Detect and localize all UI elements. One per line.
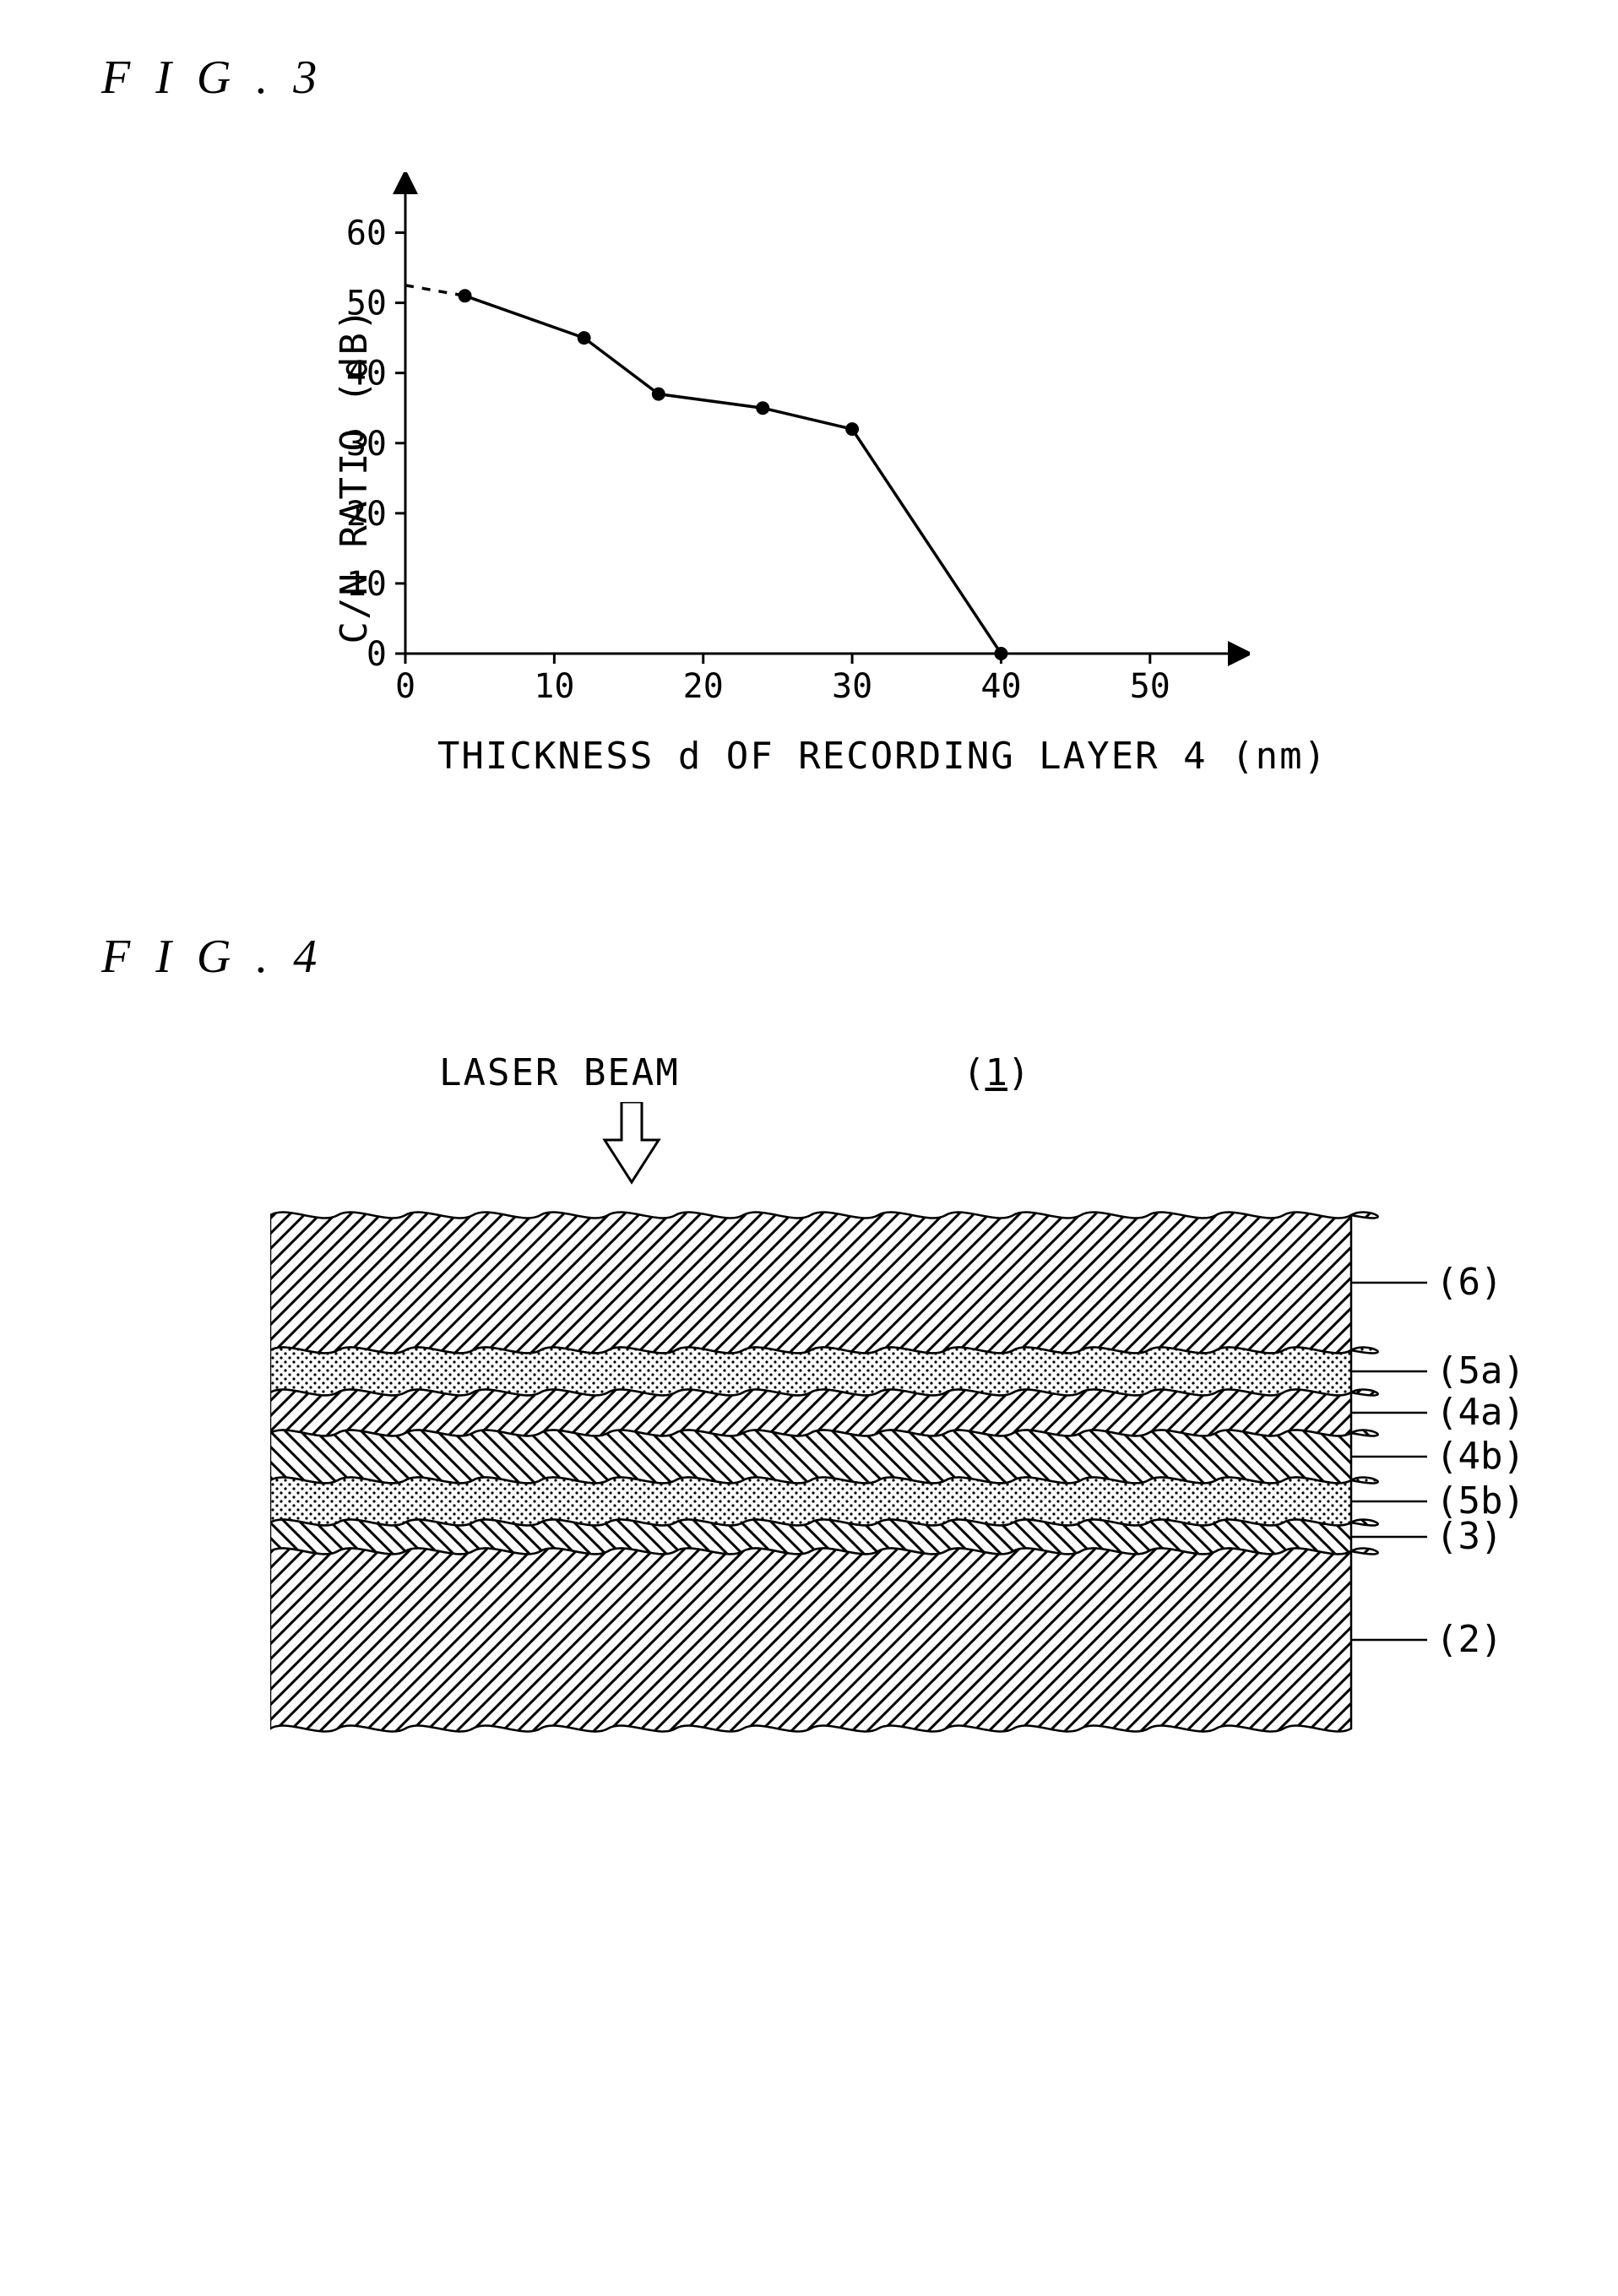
figure-4-diagram: LASER BEAM (1) (6)(5a)(4a)(4b)(5b)(3)(2) — [270, 1051, 1537, 1745]
layer-label-4a: (4a) — [1436, 1391, 1525, 1434]
data-point-marker — [459, 289, 472, 302]
layer-label-3: (3) — [1436, 1515, 1502, 1558]
layer-label-6: (6) — [1436, 1261, 1502, 1304]
layer-4b — [270, 1430, 1378, 1484]
x-tick-label: 10 — [534, 667, 574, 706]
laser-beam-row: LASER BEAM (1) — [270, 1051, 1537, 1186]
data-point-marker — [845, 422, 859, 436]
layer-label-4b: (4b) — [1436, 1435, 1525, 1478]
laser-beam-label: LASER BEAM — [439, 1051, 680, 1094]
layer-2 — [270, 1549, 1378, 1732]
chart-x-axis-label: THICKNESS d OF RECORDING LAYER 4 (nm) — [388, 735, 1376, 778]
data-point-marker — [578, 331, 591, 345]
figure-3-chart: C/N RATIO (dB) 010203040500102030405060 … — [321, 172, 1376, 778]
layer-5b — [270, 1478, 1378, 1526]
y-tick-label: 40 — [346, 355, 387, 394]
layer-6 — [270, 1213, 1378, 1354]
data-point-marker — [994, 647, 1007, 660]
figure-4-title: F I G . 4 — [101, 930, 1567, 984]
layer-5a — [270, 1348, 1378, 1396]
y-tick-label: 60 — [346, 214, 387, 253]
y-tick-label: 30 — [346, 425, 387, 464]
chart-svg: 0 10 20 30 40 50 0 10 20 30 40 50 60 — [321, 172, 1250, 721]
x-tick-label: 20 — [683, 667, 724, 706]
layer-label-2: (2) — [1436, 1618, 1502, 1661]
assembly-ref-number: 1 — [985, 1051, 1008, 1094]
y-tick-label: 20 — [346, 495, 387, 534]
x-tick-label: 30 — [832, 667, 872, 706]
data-point-marker — [756, 401, 769, 415]
figure-3-block: F I G . 3 C/N RATIO (dB) 010203040500102… — [51, 51, 1567, 778]
y-tick-label: 0 — [366, 635, 387, 674]
y-tick-label: 50 — [346, 285, 387, 323]
x-tick-label: 0 — [395, 667, 415, 706]
layer-stack-svg: (6)(5a)(4a)(4b)(5b)(3)(2) — [270, 1203, 1554, 1740]
y-tick-label: 10 — [346, 565, 387, 604]
x-tick-label: 50 — [1130, 667, 1170, 706]
assembly-ref-label: (1) — [963, 1051, 1030, 1094]
layer-stack: (6)(5a)(4a)(4b)(5b)(3)(2) — [270, 1203, 1537, 1745]
laser-beam-arrow-icon — [598, 1102, 665, 1186]
x-tick-label: 40 — [980, 667, 1021, 706]
data-point-marker — [652, 388, 665, 401]
figure-3-title: F I G . 3 — [101, 51, 1567, 105]
figure-4-block: F I G . 4 LASER BEAM (1) (6) (5a)(4a)(4b)… — [51, 930, 1567, 1745]
layer-4a — [270, 1390, 1378, 1436]
layer-label-5a: (5a) — [1436, 1349, 1525, 1392]
chart-plot-area: 0 10 20 30 40 50 0 10 20 30 40 50 60 — [321, 172, 1250, 721]
